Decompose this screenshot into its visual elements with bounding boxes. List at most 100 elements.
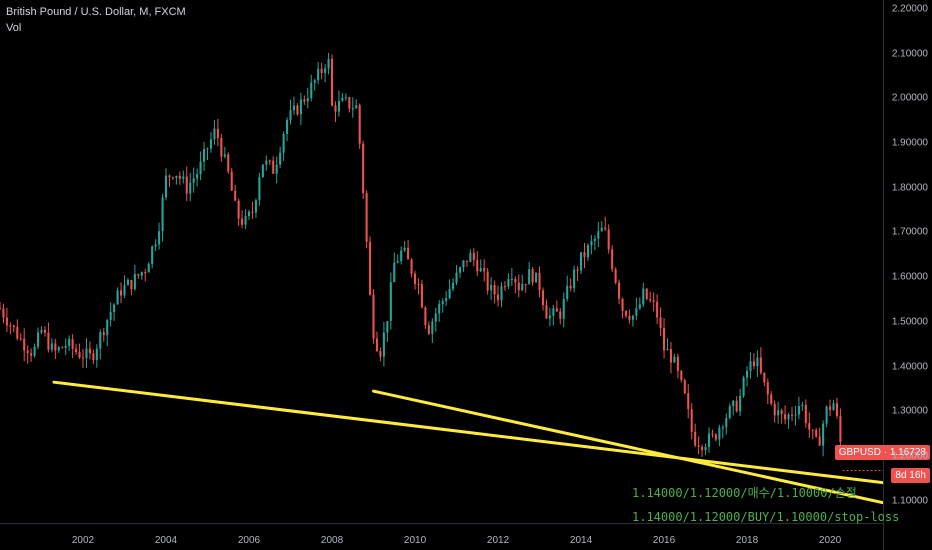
candle-down <box>227 154 230 172</box>
candle-up <box>718 427 721 440</box>
candle-down <box>358 105 361 144</box>
candle-up <box>704 446 707 451</box>
y-tick-label: 1.60000 <box>891 271 928 283</box>
candle-up <box>299 99 302 115</box>
candle-down <box>517 282 520 291</box>
candle-up <box>310 82 313 99</box>
candle-up <box>282 134 285 153</box>
last-price-badge: GBPUSD · 1.16728 <box>834 445 930 460</box>
candle-down <box>230 171 233 191</box>
candle-up <box>206 148 209 150</box>
candle-down <box>514 278 517 283</box>
candle-down <box>362 143 365 193</box>
candle-down <box>752 361 755 367</box>
volume-label[interactable]: Vol <box>6 22 22 34</box>
candle-down <box>92 353 95 361</box>
candle-up <box>386 321 389 333</box>
candle-down <box>607 229 610 250</box>
candle-down <box>12 325 15 327</box>
candle-down <box>78 351 81 358</box>
candle-up <box>445 298 448 302</box>
candle-up <box>642 288 645 305</box>
candle-up <box>742 377 745 396</box>
candle-up <box>355 105 358 109</box>
candle-down <box>697 445 700 447</box>
candle-down <box>555 308 558 312</box>
candle-down <box>680 371 683 381</box>
candle-down <box>178 175 181 179</box>
price-axis[interactable] <box>883 0 932 550</box>
trade-plan-english: 1.14000/1.12000/BUY/1.10000/stop-loss <box>632 510 900 524</box>
candle-up <box>631 315 634 320</box>
candle-up <box>223 154 226 157</box>
candle-up <box>175 175 178 178</box>
candle-up <box>126 279 130 286</box>
candle-up <box>593 238 596 242</box>
candle-up <box>434 313 437 322</box>
candle-up <box>133 274 136 290</box>
y-tick-label: 1.50000 <box>891 316 928 328</box>
y-tick-label: 1.80000 <box>891 182 928 194</box>
candle-up <box>68 339 71 347</box>
x-tick-label: 2014 <box>569 535 593 546</box>
candle-down <box>496 294 500 301</box>
candle-up <box>458 267 462 273</box>
candle-up <box>562 298 565 319</box>
candle-down <box>701 446 704 451</box>
candle-up <box>161 197 164 232</box>
candle-down <box>624 310 628 316</box>
candle-up <box>196 174 199 179</box>
candle-up <box>109 312 112 320</box>
trendline-2[interactable] <box>372 389 884 505</box>
x-axis-line <box>0 523 884 524</box>
candle-up <box>635 308 638 316</box>
candle-down <box>687 393 690 410</box>
candle-up <box>247 211 251 217</box>
candle-down <box>614 269 617 283</box>
x-tick-label: 2010 <box>403 535 427 546</box>
candle-up <box>182 176 185 179</box>
candle-up <box>33 346 36 356</box>
candle-up <box>552 308 555 316</box>
candle-down <box>2 308 5 318</box>
candle-down <box>790 414 794 416</box>
candle-down <box>237 200 240 219</box>
symbol-label: GBPUSD <box>838 447 881 458</box>
candle-up <box>317 68 320 81</box>
candle-down <box>811 429 814 431</box>
candle-down <box>493 284 496 295</box>
x-tick-label: 2006 <box>237 535 261 546</box>
candle-down <box>334 105 337 112</box>
candle-down <box>545 305 548 319</box>
candle-down <box>472 252 475 261</box>
trendline-1[interactable] <box>52 380 884 485</box>
candle-down <box>683 380 686 394</box>
candle-up <box>382 332 385 357</box>
candle-down <box>483 268 486 272</box>
candle-down <box>611 249 614 270</box>
candle-up <box>199 161 202 175</box>
candle-down <box>234 190 237 201</box>
candle-up <box>573 269 576 289</box>
candle-down <box>559 311 562 319</box>
candle-down <box>0 308 2 310</box>
price-chart[interactable] <box>0 0 884 523</box>
symbol-title[interactable]: British Pound / U.S. Dollar, M, FXCM <box>6 6 186 18</box>
candle-up <box>164 175 168 198</box>
candle-up <box>579 252 583 271</box>
candle-down <box>61 347 64 349</box>
candle-up <box>209 139 213 149</box>
candle-up <box>448 288 451 299</box>
candle-down <box>372 294 375 339</box>
candle-up <box>116 290 119 305</box>
candle-up <box>431 321 434 334</box>
trade-plan-korean: 1.14000/1.12000/매수/1.10000/손절 <box>632 486 857 500</box>
candle-up <box>306 98 309 102</box>
candle-down <box>420 284 423 308</box>
candle-up <box>597 231 600 239</box>
candle-down <box>410 259 413 274</box>
candle-up <box>341 97 344 101</box>
candle-up <box>324 68 327 73</box>
candle-up <box>189 182 192 194</box>
candle-down <box>369 241 372 295</box>
